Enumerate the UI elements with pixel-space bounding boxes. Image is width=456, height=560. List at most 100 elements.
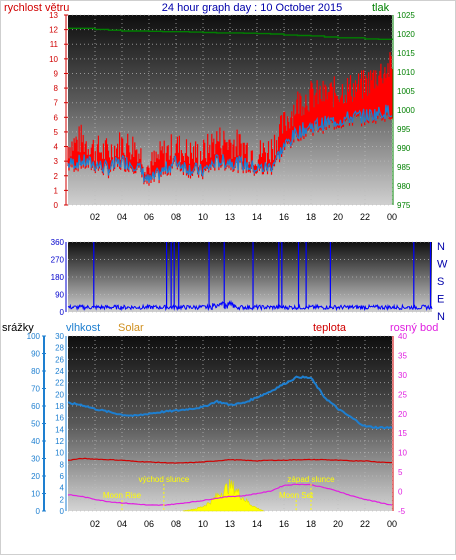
rain-tick-label: 50 xyxy=(31,420,40,429)
wind-speed-tick-label: 10 xyxy=(49,55,58,64)
wind-speed-tick-label: 8 xyxy=(54,84,59,93)
direction-tick-label: 0 xyxy=(60,308,65,317)
humidity-x-tick-label: 02 xyxy=(90,519,100,529)
humidity-axis-title: vlhkost xyxy=(66,322,100,334)
wind-speed-tick-label: 5 xyxy=(54,128,59,137)
humidity-x-tick-label: 08 xyxy=(171,519,181,529)
humidity-tick-label: 4 xyxy=(60,484,65,493)
pressure-series xyxy=(68,27,393,40)
direction-tick-label: 270 xyxy=(51,256,65,265)
humidity-tick-label: 24 xyxy=(55,367,64,376)
rain-axis-title: srážky xyxy=(2,322,34,334)
pressure-tick-label: 1000 xyxy=(397,106,415,115)
rain-tick-label: 30 xyxy=(31,455,40,464)
humidity-tick-label: 8 xyxy=(60,460,65,469)
temperature-tick-label: 35 xyxy=(398,351,407,360)
moon-event-label: Moon Rise xyxy=(103,491,142,500)
humidity-tick-label: 10 xyxy=(55,449,64,458)
humidity-x-tick-label: 06 xyxy=(144,519,154,529)
wind-x-tick-label: 16 xyxy=(279,212,289,222)
direction-tick-label: 360 xyxy=(51,238,65,247)
pressure-tick-label: 990 xyxy=(397,144,411,153)
dewpoint-axis-title: rosný bod xyxy=(390,322,438,334)
wind-x-tick-label: 08 xyxy=(171,212,181,222)
solar-series xyxy=(182,478,264,512)
rain-tick-label: 100 xyxy=(27,332,41,341)
wind-speed-tick-label: 4 xyxy=(54,143,59,152)
rain-tick-label: 20 xyxy=(31,472,40,481)
wind-x-tick-label: 14 xyxy=(252,212,262,222)
wind-speed-tick-label: 2 xyxy=(54,172,59,181)
compass-label: S xyxy=(437,276,444,288)
dewpoint-series xyxy=(67,483,393,506)
humidity-tick-label: 12 xyxy=(55,437,64,446)
compass-label: E xyxy=(437,294,444,306)
wind-x-tick-label: 20 xyxy=(333,212,343,222)
humidity-x-tick-label: 16 xyxy=(279,519,289,529)
humidity-tick-label: 26 xyxy=(55,355,64,364)
rain-tick-label: 10 xyxy=(31,490,40,499)
wind-speed-tick-label: 9 xyxy=(54,69,59,78)
rain-tick-label: 70 xyxy=(31,385,40,394)
wind-speed-tick-label: 0 xyxy=(54,201,59,210)
humidity-tick-label: 20 xyxy=(55,390,64,399)
moon-event-label: Moon Set xyxy=(279,491,314,500)
wind-speed-tick-label: 7 xyxy=(54,99,59,108)
direction-tick-label: 90 xyxy=(55,291,64,300)
direction-series xyxy=(67,299,433,312)
pressure-tick-label: 1020 xyxy=(397,30,415,39)
rain-tick-label: 0 xyxy=(36,507,41,516)
rain-tick-label: 40 xyxy=(31,437,40,446)
wind-average-series xyxy=(67,104,393,184)
wind-x-tick-label: 10 xyxy=(198,212,208,222)
temperature-tick-label: 0 xyxy=(398,488,403,497)
pressure-tick-label: 1025 xyxy=(397,11,415,20)
humidity-tick-label: 2 xyxy=(60,495,65,504)
humidity-x-tick-label: 18 xyxy=(306,519,316,529)
solar-axis-title: Solar xyxy=(118,322,144,334)
humidity-tick-label: 18 xyxy=(55,402,64,411)
temperature-axis-title: teplota xyxy=(313,322,347,334)
wind-speed-axis-title: rychlost větru xyxy=(4,2,69,14)
humidity-x-tick-label: 00 xyxy=(387,519,397,529)
humidity-x-tick-label: 13 xyxy=(225,519,235,529)
sun-event-label: západ slunce xyxy=(287,475,335,484)
temperature-tick-label: 40 xyxy=(398,332,407,341)
temperature-tick-label: 5 xyxy=(398,468,403,477)
wind-speed-tick-label: 3 xyxy=(54,157,59,166)
sun-event-label: východ slunce xyxy=(138,475,189,484)
wind-speed-tick-label: 11 xyxy=(50,40,59,49)
compass-label: W xyxy=(437,259,448,271)
pressure-tick-label: 980 xyxy=(397,182,411,191)
pressure-tick-label: 1005 xyxy=(397,87,415,96)
humidity-tick-label: 6 xyxy=(60,472,65,481)
temperature-series xyxy=(67,457,393,464)
humidity-x-tick-label: 20 xyxy=(333,519,343,529)
rain-tick-label: 60 xyxy=(31,402,40,411)
graph-title: 24 hour graph day : 10 October 2015 xyxy=(162,2,342,14)
data-layer: východ slunce západ slunce Moon Rise Moon S… xyxy=(67,27,433,512)
temperature-tick-label: 15 xyxy=(398,429,407,438)
temperature-tick-label: 10 xyxy=(398,449,407,458)
wind-x-tick-label: 13 xyxy=(225,212,235,222)
humidity-tick-label: 22 xyxy=(55,379,64,388)
humidity-tick-label: 28 xyxy=(55,344,64,353)
temperature-tick-label: -5 xyxy=(398,507,406,516)
temperature-tick-label: 20 xyxy=(398,410,407,419)
rain-tick-label: 90 xyxy=(31,350,40,359)
pressure-tick-label: 975 xyxy=(397,201,411,210)
temperature-tick-label: 30 xyxy=(398,371,407,380)
rain-tick-label: 80 xyxy=(31,367,40,376)
humidity-x-tick-label: 10 xyxy=(198,519,208,529)
wind-x-tick-label: 18 xyxy=(306,212,316,222)
temperature-tick-label: 25 xyxy=(398,390,407,399)
compass-label: N xyxy=(437,311,445,323)
pressure-tick-label: 995 xyxy=(397,125,411,134)
wind-speed-tick-label: 6 xyxy=(54,113,59,122)
wind-x-tick-label: 04 xyxy=(117,212,127,222)
humidity-tick-label: 14 xyxy=(55,425,64,434)
wind-x-tick-label: 22 xyxy=(360,212,370,222)
